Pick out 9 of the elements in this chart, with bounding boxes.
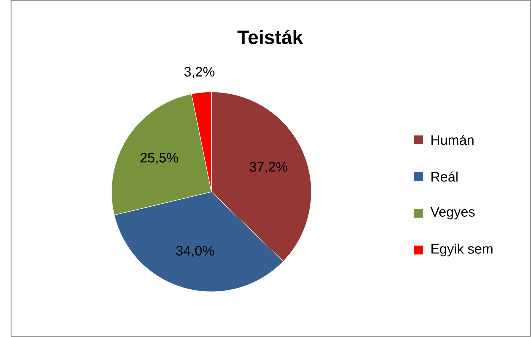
legend-label: Reál — [432, 172, 458, 182]
data-label: 25,5% — [140, 153, 178, 164]
legend-label: Vegyes — [430, 207, 475, 220]
chart-title: Teisták — [238, 30, 304, 44]
legend-label: Humán — [432, 134, 474, 146]
legend-label: Egyik sem — [432, 244, 493, 257]
data-label: 37,2% — [250, 162, 288, 174]
data-label: 34,0% — [176, 246, 214, 258]
data-label: 3,2% — [184, 67, 215, 78]
